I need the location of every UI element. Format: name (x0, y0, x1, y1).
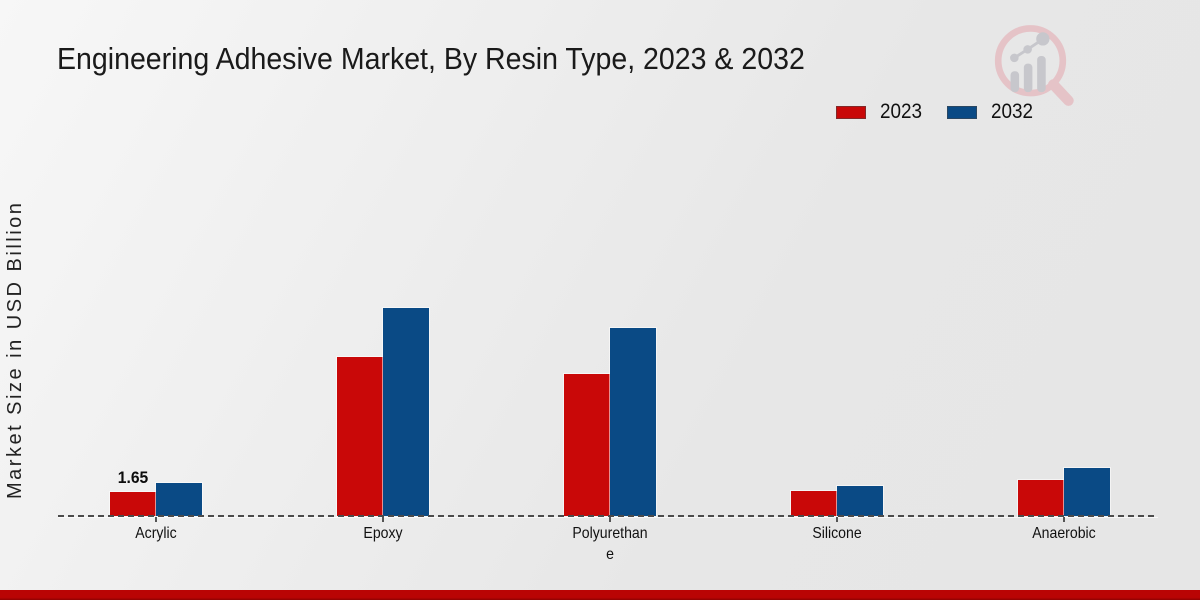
x-axis-dashed-line (58, 515, 1158, 517)
bar-2032-polyurethane (610, 328, 656, 516)
axis-tick-acrylic (155, 517, 157, 522)
bar-value-label-2023-acrylic: 1.65 (117, 468, 149, 487)
legend-swatch-2032 (946, 105, 977, 119)
bar-2023-anaerobic (1018, 480, 1064, 516)
legend-label-2023: 2023 (880, 100, 923, 123)
category-label-epoxy: Epoxy (363, 525, 403, 542)
legend-item-2023: 2023 (836, 100, 927, 124)
axis-tick-anaerobic (1063, 517, 1065, 522)
chart-title: Engineering Adhesive Market, By Resin Ty… (57, 41, 805, 76)
category-label-anaerobic: Anaerobic (1032, 525, 1096, 542)
logo-bar-1 (1010, 71, 1020, 93)
legend-label-2032: 2032 (990, 100, 1033, 123)
legend: 2023 2032 (836, 100, 1037, 124)
axis-tick-epoxy (382, 517, 384, 522)
category-label-silicone: Silicone (812, 525, 862, 542)
axis-tick-polyurethane (609, 517, 611, 522)
magnifier-handle (1048, 79, 1074, 106)
legend-swatch-2023 (836, 105, 866, 119)
bar-2032-anaerobic (1064, 468, 1110, 516)
footer-band (0, 590, 1200, 600)
category-label-acrylic: Acrylic (135, 525, 177, 542)
y-axis-label: Market Size in USD Billion (4, 200, 26, 500)
magnifier-ring (994, 25, 1067, 97)
bar-2032-silicone (837, 486, 883, 516)
bar-2023-silicone (791, 491, 837, 516)
bar-2032-acrylic (156, 483, 202, 516)
axis-tick-silicone (836, 517, 838, 522)
bar-2023-acrylic (110, 492, 156, 516)
bar-2023-polyurethane (564, 374, 610, 516)
magnifier-growth-chart-logo (994, 25, 1074, 106)
bar-2023-epoxy (337, 357, 383, 516)
logo-bar-2 (1023, 63, 1033, 93)
logo-dot-1 (1010, 53, 1019, 63)
logo-bar-3 (1037, 56, 1046, 93)
category-label-polyurethane: Polyurethan e (572, 525, 648, 563)
plot-area: Acrylic Epoxy Polyurethan e Silicone Anaerob… (58, 160, 1158, 563)
logo-dot-2 (1023, 45, 1032, 54)
legend-item-2032: 2032 (946, 100, 1038, 124)
logo-dot-3 (1036, 32, 1050, 46)
bar-2032-epoxy (383, 308, 429, 516)
